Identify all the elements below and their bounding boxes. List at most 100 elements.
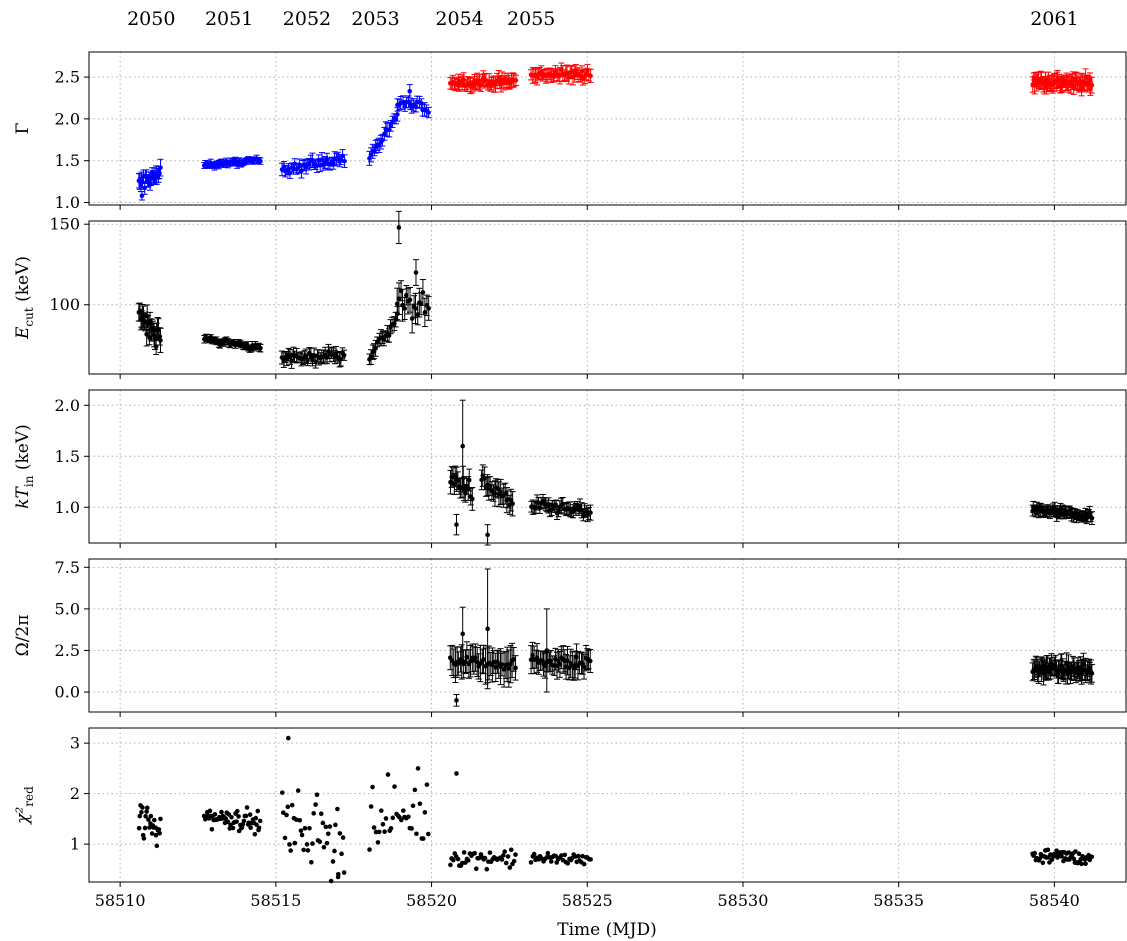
data-point (504, 662, 510, 667)
data-point (151, 817, 157, 823)
data-point (371, 825, 377, 830)
data-point (544, 648, 550, 653)
data-point (305, 848, 311, 853)
data-point (398, 817, 404, 823)
data-point (528, 860, 534, 865)
data-point (454, 771, 459, 776)
data-point (370, 784, 375, 790)
data-point (219, 809, 224, 815)
y-tick-label: 1.0 (55, 498, 80, 517)
data-point (140, 805, 145, 810)
data-point (286, 735, 291, 741)
data-point (207, 808, 213, 814)
data-point (280, 810, 286, 815)
data-point (422, 310, 428, 315)
data-point (491, 659, 497, 665)
data-point (415, 766, 421, 771)
data-point (305, 358, 310, 363)
data-point (252, 831, 258, 837)
data-point (454, 522, 459, 527)
data-point (503, 860, 509, 866)
data-point (241, 818, 247, 824)
data-point (287, 842, 292, 847)
data-point (154, 843, 160, 849)
data-point (394, 301, 400, 307)
data-point (380, 821, 386, 827)
data-point (299, 832, 305, 838)
data-point (587, 658, 593, 664)
data-point (396, 296, 402, 301)
data-point (289, 802, 295, 808)
data-point (341, 870, 347, 875)
panel-gamma: 1.0 1.5 2.0 2.5 Γ (13, 51, 1127, 212)
data-point (409, 826, 414, 831)
data-point (1089, 82, 1095, 88)
data-point (392, 784, 397, 789)
data-point (388, 123, 394, 129)
data-point (149, 831, 155, 836)
data-point (548, 859, 554, 864)
x-tick-label: 58525 (562, 891, 613, 910)
data-point (248, 825, 253, 830)
y-tick-label: 2.0 (55, 396, 80, 415)
data-point (332, 848, 337, 854)
y-axis-label: Ω/2π (13, 615, 33, 657)
data-point (297, 817, 303, 823)
data-point (484, 866, 490, 872)
panel-frame (88, 389, 1127, 544)
data-point (513, 78, 519, 83)
data-point (234, 819, 239, 824)
data-point (225, 819, 231, 825)
data-point (379, 808, 384, 813)
y-tick-label: 2.0 (55, 109, 80, 128)
data-point (285, 804, 291, 810)
data-point (258, 345, 263, 351)
data-point (376, 829, 382, 835)
data-point (1089, 854, 1095, 860)
data-point (588, 73, 593, 79)
y-tick-label: 0.0 (55, 683, 80, 702)
observation-label: 2052 (283, 8, 331, 30)
panel-omega: 0.0 2.5 5.0 7.5 Ω/2π (13, 558, 1127, 717)
data-point (230, 825, 236, 831)
data-point (464, 654, 470, 660)
data-point (146, 817, 151, 822)
data-point (1066, 850, 1072, 855)
data-point (309, 859, 314, 865)
data-point (139, 193, 145, 199)
data-point (448, 862, 453, 868)
data-point (1076, 851, 1082, 857)
observation-label: 2061 (1030, 8, 1078, 30)
data-point (1040, 860, 1046, 866)
data-point (588, 510, 593, 515)
data-point (407, 297, 413, 303)
data-point (280, 790, 285, 795)
data-point (341, 352, 347, 358)
data-point (426, 306, 431, 311)
data-point (295, 788, 301, 793)
data-point (501, 667, 507, 672)
data-point (142, 825, 148, 831)
data-point (492, 491, 498, 496)
data-point (1045, 847, 1051, 853)
data-point (505, 854, 511, 859)
observation-label: 2050 (127, 8, 175, 30)
data-point (335, 874, 341, 880)
data-point (382, 829, 387, 835)
data-point (158, 816, 163, 822)
data-point (410, 803, 416, 809)
data-point (485, 532, 490, 538)
data-point (247, 812, 253, 817)
data-point (333, 822, 338, 828)
data-point (1059, 854, 1064, 859)
data-point (502, 849, 507, 854)
panel-chi2: 1 2 3 58510 58515 58520 58525 58530 58535 58540 χ²… (13, 727, 1127, 910)
data-point (153, 832, 159, 838)
data-point (212, 812, 218, 817)
data-point (321, 844, 327, 850)
data-point (297, 163, 302, 169)
data-point (244, 805, 250, 810)
data-point (426, 110, 431, 115)
y-tick-label: 2.5 (55, 641, 80, 660)
data-point (368, 804, 374, 809)
